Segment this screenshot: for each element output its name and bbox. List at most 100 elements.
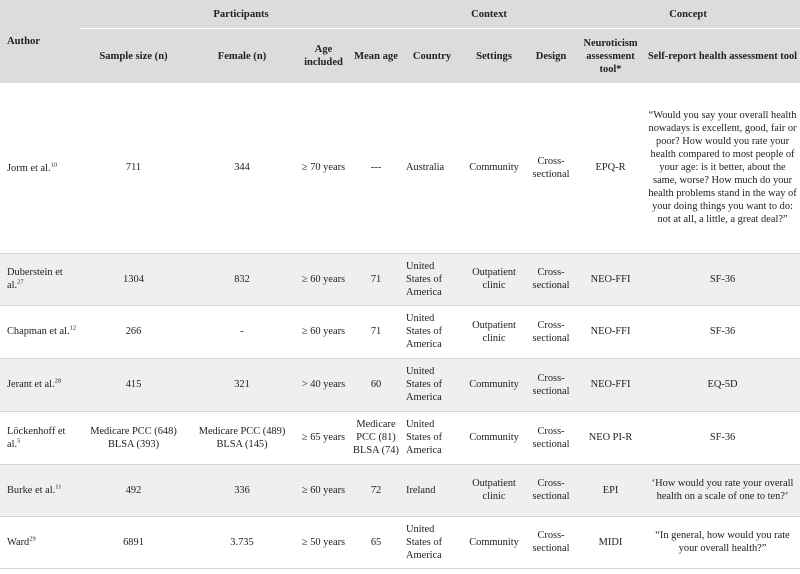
settings-cell: Outpatient clinic	[462, 464, 527, 517]
country-cell: United States of America	[402, 305, 463, 359]
table-header: Author Participants Context Concept Samp…	[0, 0, 800, 84]
settings-cell: Outpatient clinic	[462, 305, 527, 359]
mean-age-cell: 72	[350, 464, 403, 517]
age-included-cell: ≥ 70 years	[297, 83, 350, 254]
female-cell: 832	[187, 253, 297, 306]
table-row: Duberstein et al.27 1304 832 ≥ 60 years 71 Un…	[0, 253, 800, 306]
settings-cell: Community	[462, 411, 527, 465]
health-tool-cell: SF-36	[645, 411, 800, 465]
table-row: Ward29 6891 3.735 ≥ 50 years 65 United States…	[0, 516, 800, 569]
table-row: Jorm et al.10 711 344 ≥ 70 years --- Australi…	[0, 83, 800, 254]
neuroticism-tool-cell: NEO PI-R	[576, 411, 646, 465]
author-cell: Ward29	[0, 516, 80, 569]
sample-size-cell: 492	[80, 464, 187, 517]
author-name: Ward	[7, 536, 30, 548]
sample-size-cell: Medicare PCC (648) BLSA (393)	[80, 411, 187, 465]
age-included-cell: ≥ 60 years	[297, 464, 350, 517]
design-cell: Cross-sectional	[526, 411, 577, 465]
mean-age-cell: 71	[350, 305, 403, 359]
author-cell: Duberstein et al.27	[0, 253, 80, 306]
neuroticism-tool-cell: EPI	[576, 464, 646, 517]
design-header: Design	[526, 28, 577, 83]
health-tool-cell: EQ-5D	[645, 358, 800, 412]
settings-cell: Outpatient clinic	[462, 253, 527, 306]
health-tool-cell: ‘How would you rate your overall health …	[645, 464, 800, 517]
table-row: Löckenhoff et al.5 Medicare PCC (648) BLS…	[0, 411, 800, 465]
author-name: Jorm et al.	[7, 162, 51, 174]
age-included-cell: ≥ 60 years	[297, 253, 350, 306]
health-tool-cell: SF-36	[645, 253, 800, 306]
health-tool-cell: SF-36	[645, 305, 800, 359]
neuroticism-tool-cell: EPQ-R	[576, 83, 646, 254]
author-name: Löckenhoff et al.	[7, 425, 66, 450]
author-name: Jerant et al.	[7, 379, 55, 390]
author-cell: Burke et al.11	[0, 464, 80, 517]
mean-age-header: Mean age	[350, 28, 403, 83]
design-cell: Cross-sectional	[526, 305, 577, 359]
age-included-cell: ≥ 65 years	[297, 411, 350, 465]
reference-superscript: 27	[17, 278, 24, 286]
reference-superscript: 29	[29, 535, 36, 543]
design-cell: Cross-sectional	[526, 516, 577, 569]
settings-cell: Community	[462, 83, 527, 254]
author-cell: Jorm et al.10	[0, 83, 80, 254]
neuroticism-tool-cell: NEO-FFI	[576, 305, 646, 359]
female-cell: 336	[187, 464, 297, 517]
country-cell: United States of America	[402, 516, 463, 569]
author-header: Author	[0, 0, 80, 84]
table-row: Burke et al.11 492 336 ≥ 60 years 72 Ireland O…	[0, 464, 800, 517]
health-tool-cell: “Would you say your overall health nowad…	[645, 83, 800, 254]
age-included-cell: > 40 years	[297, 358, 350, 412]
health-tool-cell: “In general, how would you rate your ove…	[645, 516, 800, 569]
settings-header: Settings	[462, 28, 527, 83]
country-cell: United States of America	[402, 411, 463, 465]
design-cell: Cross-sectional	[526, 253, 577, 306]
age-included-cell: ≥ 50 years	[297, 516, 350, 569]
reference-superscript: 5	[17, 437, 21, 445]
health-tool-header: Self-report health assessment tool	[645, 28, 800, 83]
table-row: Chapman et al.12 266- ≥ 60 years 71 United S…	[0, 305, 800, 359]
author-name: Burke et al.	[7, 484, 56, 496]
reference-superscript: 11	[55, 483, 62, 491]
sample-size-header: Sample size (n)	[80, 28, 187, 83]
country-cell: United States of America	[402, 253, 463, 306]
participants-group-header: Participants	[80, 0, 403, 29]
reference-superscript: 10	[50, 161, 58, 169]
table-body: Jorm et al.10 711 344 ≥ 70 years --- Australi…	[0, 83, 800, 569]
neuroticism-tool-cell: NEO-FFI	[576, 358, 646, 412]
female-cell: -	[187, 305, 297, 359]
sample-size-cell: 6891	[80, 516, 187, 569]
mean-age-cell: 71	[350, 253, 403, 306]
author-name: Duberstein et al.	[7, 267, 63, 291]
country-header: Country	[402, 28, 463, 83]
design-cell: Cross-sectional	[526, 83, 577, 254]
context-group-header: Context	[402, 0, 577, 29]
sample-size-cell: 711	[80, 83, 187, 254]
settings-cell: Community	[462, 516, 527, 569]
author-cell: Löckenhoff et al.5	[0, 411, 80, 465]
mean-age-cell: ---	[350, 83, 403, 254]
female-cell: 321	[187, 358, 297, 412]
neuroticism-tool-cell: MIDI	[576, 516, 646, 569]
female-cell: 3.735	[187, 516, 297, 569]
settings-cell: Community	[462, 358, 527, 412]
table-row: Jerant et al.28 415 321 > 40 years 60 United …	[0, 358, 800, 412]
reference-superscript: 28	[54, 377, 62, 385]
country-cell: Ireland	[402, 464, 463, 517]
design-cell: Cross-sectional	[526, 464, 577, 517]
author-name: Chapman et al.	[7, 326, 70, 337]
mean-age-cell: Medicare PCC (81) BLSA (74)	[350, 411, 403, 465]
neuroticism-tool-header: Neuroticism assessment tool*	[576, 28, 646, 83]
age-included-cell: ≥ 60 years	[297, 305, 350, 359]
age-included-header: Age included	[297, 28, 350, 83]
sample-size-cell: 266	[80, 305, 187, 359]
sample-size-cell: 415	[80, 358, 187, 412]
design-cell: Cross-sectional	[526, 358, 577, 412]
sample-size-cell: 1304	[80, 253, 187, 306]
female-cell: Medicare PCC (489) BLSA (145)	[187, 411, 297, 465]
country-cell: United States of America	[402, 358, 463, 412]
reference-superscript: 12	[69, 324, 77, 332]
author-cell: Chapman et al.12	[0, 305, 80, 359]
author-cell: Jerant et al.28	[0, 358, 80, 412]
